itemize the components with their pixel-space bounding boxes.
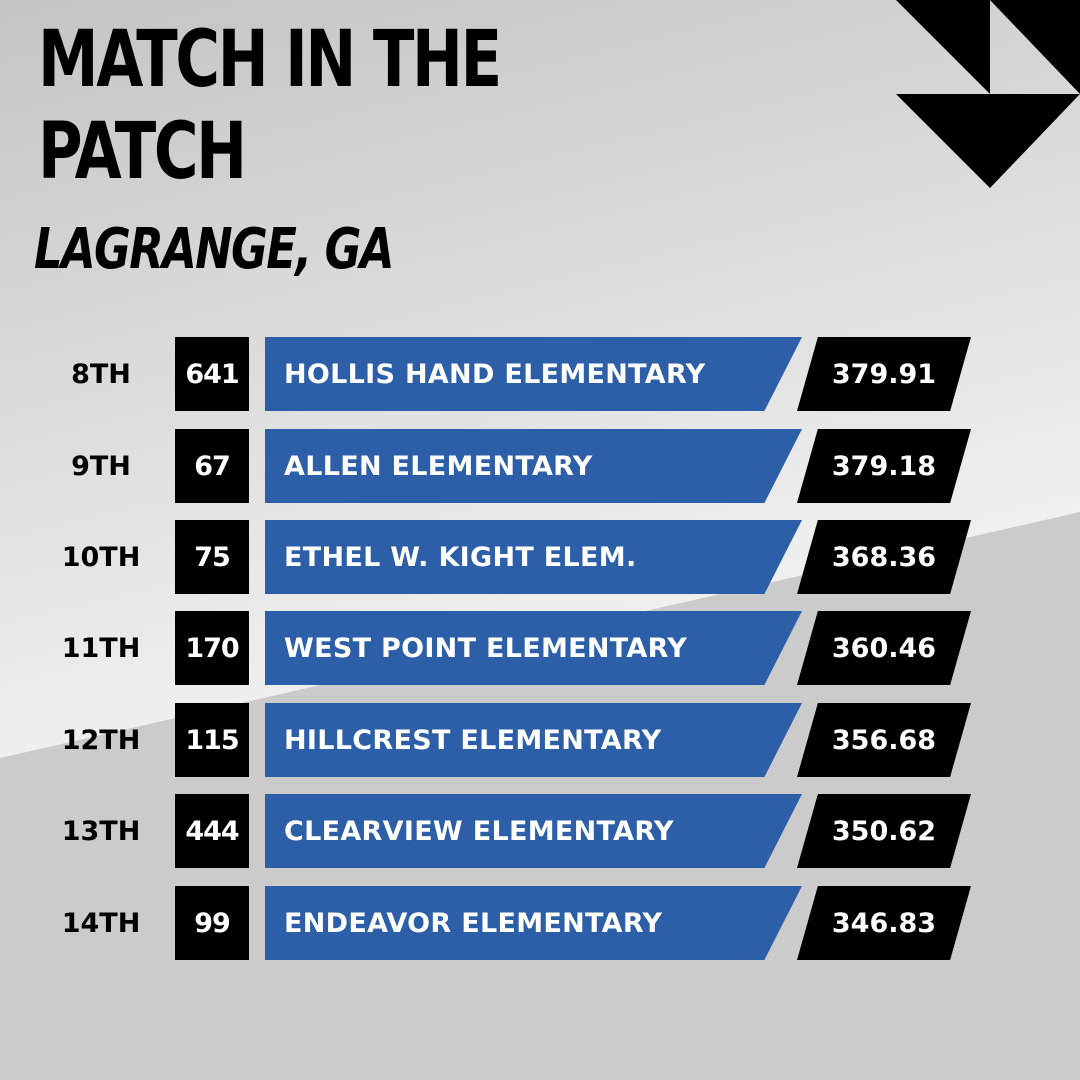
page-title: MATCH IN THE PATCH xyxy=(38,14,502,198)
team-number-badge: 99 xyxy=(175,886,249,960)
score-badge: 368.36 xyxy=(797,520,971,594)
standing-row: 14TH 99 ENDEAVOR ELEMENTARY 346.83 xyxy=(0,886,1080,960)
title-line-1: MATCH IN THE xyxy=(38,15,502,105)
score-badge: 346.83 xyxy=(797,886,971,960)
score-badge: 379.18 xyxy=(797,429,971,503)
corner-triangles-decoration xyxy=(896,0,1080,188)
score-badge: 350.62 xyxy=(797,794,971,868)
place-label: 9TH xyxy=(71,450,131,482)
standing-row: 11TH 170 WEST POINT ELEMENTARY 360.46 xyxy=(0,611,1080,685)
place-label: 8TH xyxy=(71,358,131,390)
score-badge: 360.46 xyxy=(797,611,971,685)
team-number-badge: 75 xyxy=(175,520,249,594)
school-name-bar: HOLLIS HAND ELEMENTARY xyxy=(265,337,802,411)
place-label: 13TH xyxy=(61,815,141,847)
title-line-2: PATCH xyxy=(38,107,247,197)
school-name-bar: ETHEL W. KIGHT ELEM. xyxy=(265,520,802,594)
school-name-bar: HILLCREST ELEMENTARY xyxy=(265,703,802,777)
standing-row: 10TH 75 ETHEL W. KIGHT ELEM. 368.36 xyxy=(0,520,1080,594)
team-number-badge: 170 xyxy=(175,611,249,685)
team-number-badge: 67 xyxy=(175,429,249,503)
team-number-badge: 444 xyxy=(175,794,249,868)
score-badge: 379.91 xyxy=(797,337,971,411)
school-name-bar: ALLEN ELEMENTARY xyxy=(265,429,802,503)
place-label: 12TH xyxy=(61,724,141,756)
score-badge: 356.68 xyxy=(797,703,971,777)
team-number-badge: 115 xyxy=(175,703,249,777)
standing-row: 9TH 67 ALLEN ELEMENTARY 379.18 xyxy=(0,429,1080,503)
place-label: 11TH xyxy=(61,632,141,664)
place-label: 14TH xyxy=(61,907,141,939)
place-label: 10TH xyxy=(61,541,141,573)
team-number-badge: 641 xyxy=(175,337,249,411)
location-subtitle: LAGRANGE, GA xyxy=(34,217,394,282)
school-name-bar: ENDEAVOR ELEMENTARY xyxy=(265,886,802,960)
standing-row: 13TH 444 CLEARVIEW ELEMENTARY 350.62 xyxy=(0,794,1080,868)
school-name-bar: WEST POINT ELEMENTARY xyxy=(265,611,802,685)
standing-row: 8TH 641 HOLLIS HAND ELEMENTARY 379.91 xyxy=(0,337,1080,411)
school-name-bar: CLEARVIEW ELEMENTARY xyxy=(265,794,802,868)
standing-row: 12TH 115 HILLCREST ELEMENTARY 356.68 xyxy=(0,703,1080,777)
